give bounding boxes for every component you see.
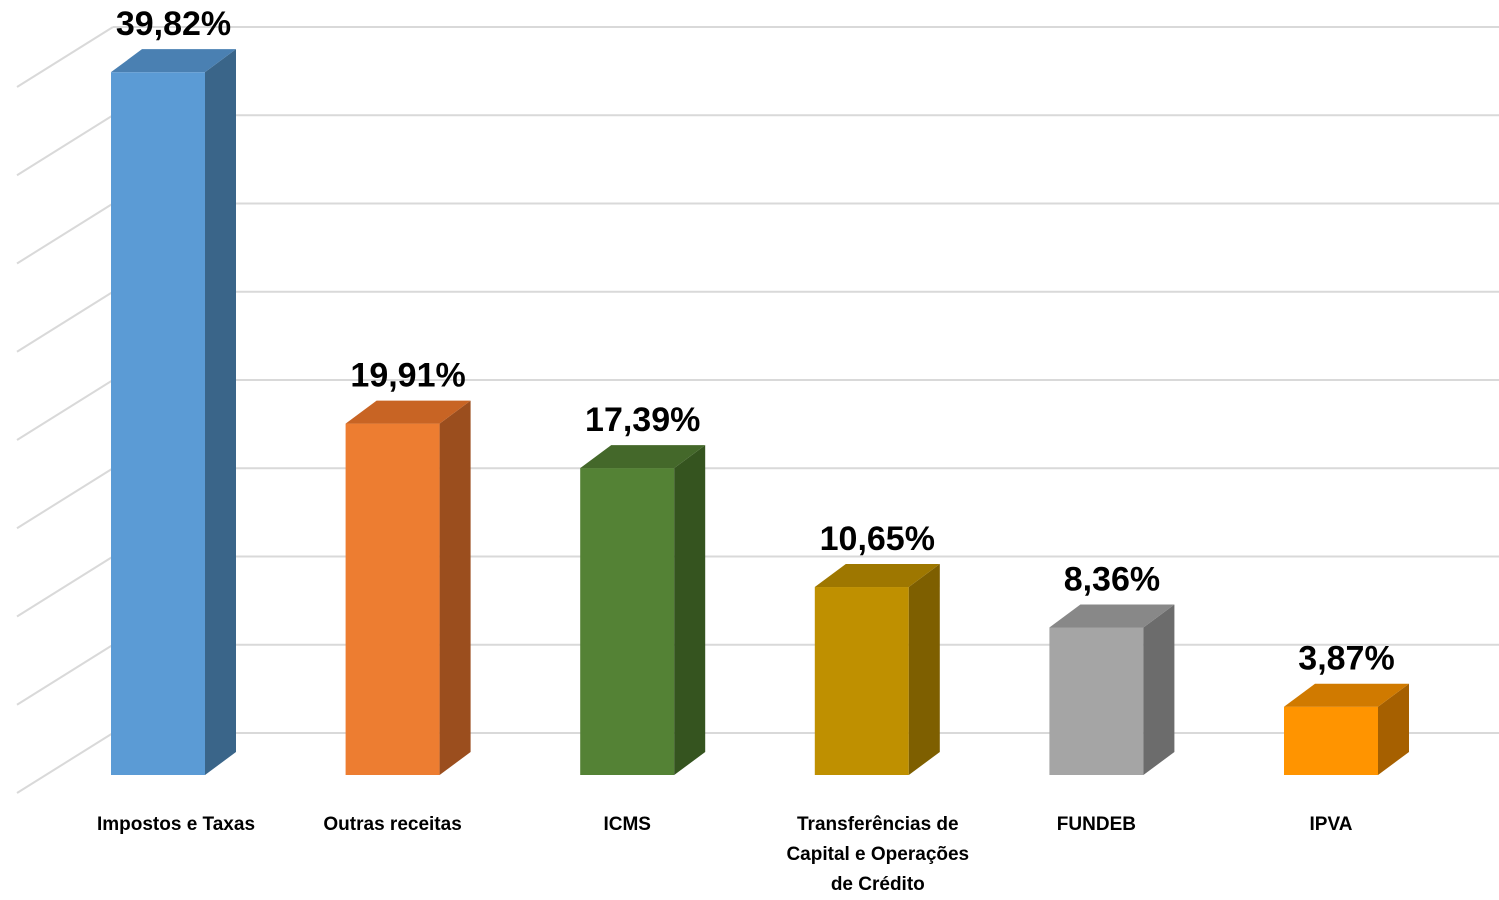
- category-label: IPVA: [1309, 814, 1353, 835]
- gridline-diagonal: [16, 732, 114, 794]
- bar: [1049, 604, 1175, 775]
- gridlines: [16, 26, 1499, 794]
- bar: [1284, 683, 1409, 775]
- bar-front: [1284, 706, 1378, 775]
- bar-front: [111, 72, 205, 775]
- bar-side: [205, 49, 236, 775]
- bar-top: [111, 49, 236, 73]
- bar: [580, 445, 706, 775]
- bar-side: [1378, 683, 1409, 775]
- bar-side: [1143, 604, 1175, 775]
- data-label: 17,39%: [585, 401, 700, 439]
- category-label: Transferências de Capital e Operações de…: [786, 814, 970, 895]
- bar-side: [908, 564, 940, 775]
- bar-top: [814, 564, 940, 588]
- bar-side: [674, 445, 706, 775]
- bar: [345, 400, 471, 775]
- bar-front: [580, 468, 675, 775]
- bar-top: [1284, 683, 1409, 707]
- bar-front: [1049, 627, 1144, 775]
- category-label: ICMS: [603, 814, 651, 835]
- data-label: 19,91%: [350, 357, 465, 395]
- gridline-diagonal: [16, 467, 114, 530]
- category-label: Outras receitas: [323, 814, 462, 835]
- bar-top: [580, 445, 706, 469]
- bar-side: [439, 400, 471, 775]
- bar-top: [1049, 604, 1175, 628]
- bar: [814, 564, 940, 775]
- gridline-diagonal: [16, 26, 114, 88]
- gridline-diagonal: [16, 290, 114, 353]
- bar-top: [345, 400, 471, 424]
- data-label: 10,65%: [820, 520, 935, 558]
- gridline-diagonal: [16, 643, 114, 706]
- data-labels: 39,82% 19,91% 17,39% 10,65% 8,36% 3,87%: [116, 5, 1395, 678]
- gridline-diagonal: [16, 114, 114, 177]
- bar-front: [814, 587, 909, 775]
- gridline-diagonal: [16, 379, 114, 441]
- category-label: FUNDEB: [1056, 814, 1136, 835]
- category-label: Impostos e Taxas: [96, 814, 256, 835]
- data-label: 8,36%: [1064, 560, 1160, 598]
- bar: [111, 49, 236, 775]
- data-label: 39,82%: [116, 5, 231, 43]
- data-label: 3,87%: [1298, 640, 1394, 678]
- gridline-diagonal: [16, 202, 114, 265]
- gridline-diagonal: [16, 555, 114, 618]
- bar-front: [345, 423, 440, 775]
- bars: [111, 49, 1409, 775]
